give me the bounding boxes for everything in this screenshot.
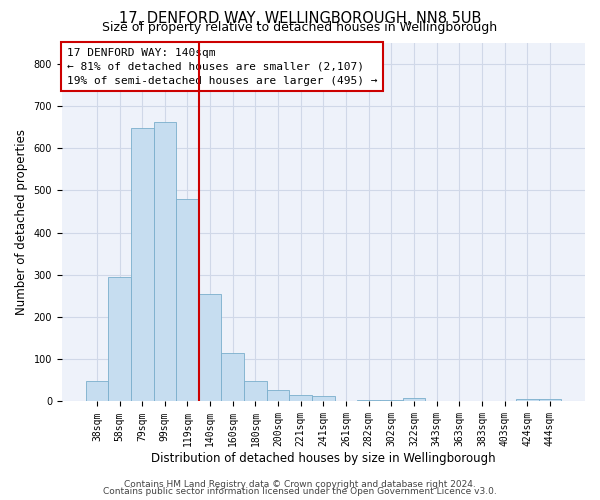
Bar bbox=[448, 400, 470, 402]
Text: Contains HM Land Registry data © Crown copyright and database right 2024.: Contains HM Land Registry data © Crown c… bbox=[124, 480, 476, 489]
Bar bbox=[267, 390, 289, 402]
Text: Contains public sector information licensed under the Open Government Licence v3: Contains public sector information licen… bbox=[103, 488, 497, 496]
Bar bbox=[516, 400, 539, 402]
Bar bbox=[358, 400, 380, 402]
Bar bbox=[380, 400, 403, 402]
X-axis label: Distribution of detached houses by size in Wellingborough: Distribution of detached houses by size … bbox=[151, 452, 496, 465]
Bar bbox=[154, 122, 176, 402]
Bar bbox=[221, 354, 244, 402]
Bar bbox=[312, 396, 335, 402]
Text: Size of property relative to detached houses in Wellingborough: Size of property relative to detached ho… bbox=[103, 21, 497, 34]
Bar bbox=[108, 277, 131, 402]
Bar bbox=[403, 398, 425, 402]
Bar bbox=[176, 199, 199, 402]
Text: 17 DENFORD WAY: 140sqm
← 81% of detached houses are smaller (2,107)
19% of semi-: 17 DENFORD WAY: 140sqm ← 81% of detached… bbox=[67, 48, 377, 86]
Y-axis label: Number of detached properties: Number of detached properties bbox=[15, 129, 28, 315]
Bar bbox=[539, 398, 561, 402]
Bar bbox=[131, 128, 154, 402]
Text: 17, DENFORD WAY, WELLINGBOROUGH, NN8 5UB: 17, DENFORD WAY, WELLINGBOROUGH, NN8 5UB bbox=[119, 11, 481, 26]
Bar bbox=[335, 400, 358, 402]
Bar bbox=[86, 381, 108, 402]
Bar bbox=[289, 395, 312, 402]
Bar bbox=[199, 294, 221, 402]
Bar bbox=[244, 381, 267, 402]
